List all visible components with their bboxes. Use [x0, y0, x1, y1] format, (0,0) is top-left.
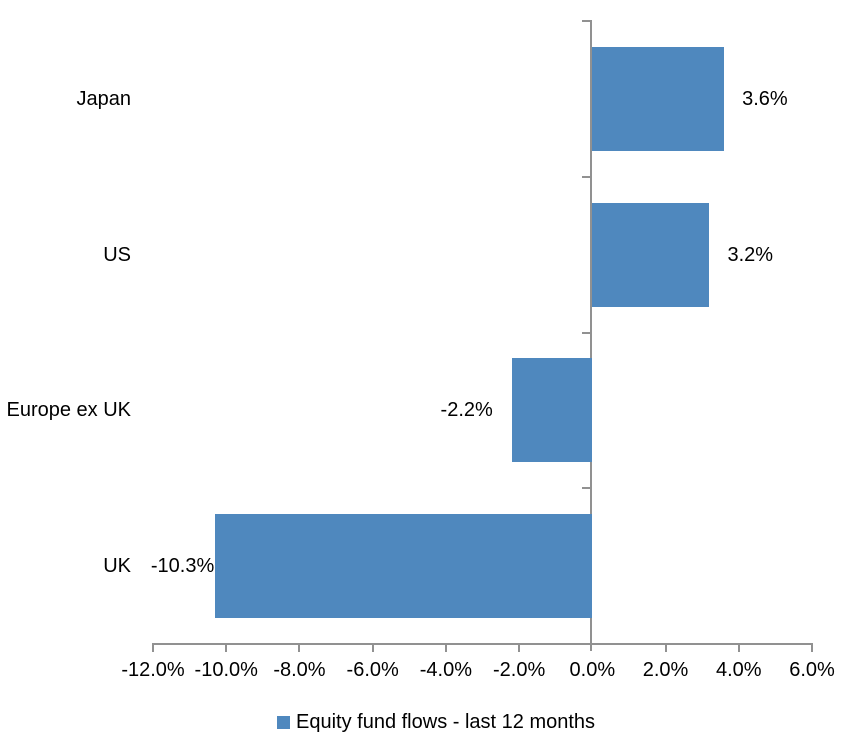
x-axis-tick	[444, 645, 447, 652]
category-label-europe-ex-uk: Europe ex UK	[6, 399, 131, 422]
x-axis-tick-label: 0.0%	[569, 659, 616, 681]
x-axis-tick	[225, 645, 228, 652]
x-axis-tick-label: -12.0%	[121, 659, 185, 681]
bar-japan	[592, 46, 725, 151]
x-axis-tick	[737, 645, 740, 652]
x-axis-tick-label: 6.0%	[789, 659, 835, 681]
x-axis-tick	[298, 645, 301, 652]
x-axis-line	[152, 643, 813, 645]
legend: Equity fund flows - last 12 months	[277, 711, 595, 734]
category-label-uk: UK	[103, 555, 131, 578]
category-axis-tick	[582, 175, 591, 178]
x-axis-tick-label: -2.0%	[492, 659, 546, 681]
x-axis-tick	[811, 645, 813, 652]
category-label-japan: Japan	[76, 87, 132, 110]
category-axis-tick	[582, 487, 591, 490]
category-axis-tick	[582, 331, 591, 334]
y-axis-line	[590, 20, 593, 651]
x-axis-tick	[664, 645, 667, 652]
category-axis-tick	[582, 20, 591, 22]
data-label-uk: -10.3%	[150, 555, 215, 578]
x-axis-tick	[518, 645, 521, 652]
legend-label: Equity fund flows - last 12 months	[296, 711, 596, 733]
bar-us	[592, 202, 710, 307]
x-axis-tick-label: 2.0%	[642, 659, 689, 681]
x-axis-tick-label: -10.0%	[194, 659, 258, 681]
data-label-japan: 3.6%	[742, 87, 788, 110]
x-axis-tick-label: -6.0%	[346, 659, 399, 681]
x-axis-tick-label: -4.0%	[419, 659, 472, 681]
x-axis-tick	[152, 645, 154, 652]
category-label-us: US	[103, 243, 131, 266]
x-axis-tick-label: 4.0%	[715, 659, 762, 681]
x-axis-tick	[371, 645, 374, 652]
x-axis-tick-label: -8.0%	[273, 659, 326, 681]
data-label-us: 3.2%	[727, 243, 774, 266]
legend-swatch	[277, 716, 290, 729]
data-label-europe-ex-uk: -2.2%	[440, 399, 493, 422]
bar-europe-ex-uk	[511, 358, 593, 463]
bar-uk	[215, 514, 593, 619]
